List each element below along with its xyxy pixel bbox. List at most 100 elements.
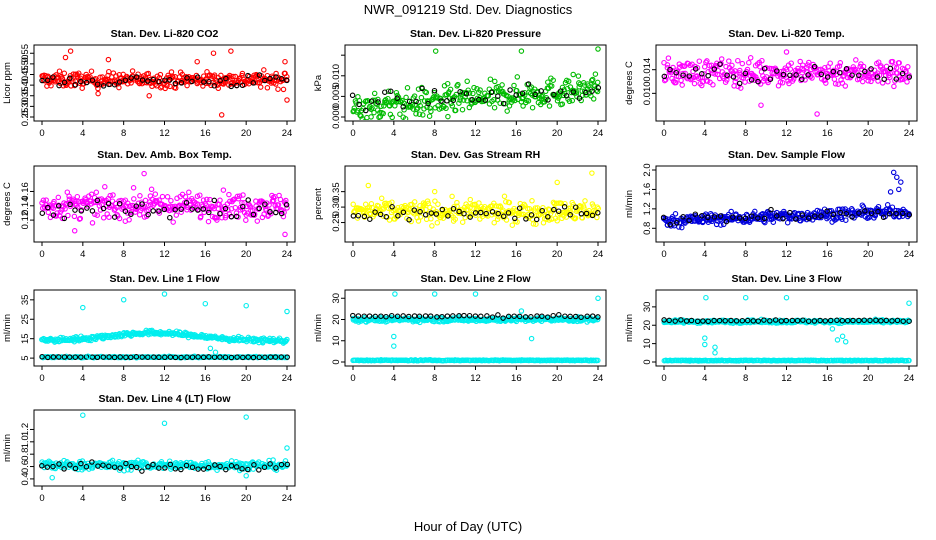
data-point — [761, 215, 768, 222]
data-point — [714, 71, 721, 78]
data-point — [905, 64, 911, 70]
data-point — [843, 217, 849, 223]
data-point — [757, 63, 763, 70]
data-point — [456, 313, 462, 319]
data-point — [89, 459, 95, 465]
data-point — [235, 195, 242, 202]
data-point — [739, 60, 746, 67]
data-point — [884, 202, 891, 208]
data-point — [443, 105, 449, 112]
data-point — [382, 357, 388, 363]
data-point — [755, 318, 762, 324]
data-point — [116, 84, 122, 91]
outlier-point — [141, 170, 147, 177]
data-point — [770, 219, 777, 225]
data-point — [461, 312, 467, 319]
data-point — [107, 192, 113, 199]
data-point — [214, 467, 220, 473]
data-point — [206, 354, 212, 360]
data-point — [464, 78, 470, 85]
data-point — [893, 210, 899, 217]
x-tick-label: 12 — [159, 249, 170, 260]
data-point — [583, 89, 589, 96]
data-point — [79, 85, 85, 91]
data-point — [583, 210, 590, 217]
data-point — [67, 201, 73, 208]
data-point — [412, 102, 418, 108]
panel-title: Stan. Dev. Line 3 Flow — [731, 273, 842, 285]
data-point — [110, 192, 116, 198]
outlier-point — [589, 170, 595, 176]
data-point — [389, 204, 395, 210]
data-point — [581, 205, 587, 211]
data-point — [546, 103, 553, 109]
outlier-point — [554, 179, 560, 186]
data-point — [217, 210, 223, 217]
y-tick-label: 0.6 — [20, 460, 31, 473]
x-tick-label: 0 — [661, 128, 666, 139]
data-point — [747, 357, 753, 364]
data-point — [385, 95, 391, 102]
data-points — [350, 291, 601, 364]
x-tick-label: 12 — [159, 128, 170, 139]
data-point — [256, 205, 262, 212]
data-point — [457, 89, 463, 95]
data-point — [404, 85, 411, 91]
data-point — [56, 68, 63, 74]
data-points — [39, 291, 290, 361]
data-point — [61, 215, 68, 222]
data-point — [660, 214, 667, 221]
data-point — [148, 186, 155, 193]
panel-1: Stan. Dev. Li-820 CO2 0 4 8 12 16 20 24 0.250.30… — [2, 28, 296, 139]
data-point — [256, 72, 263, 78]
data-point — [273, 209, 279, 216]
data-point — [556, 312, 562, 318]
data-point — [772, 317, 779, 323]
outlier-point — [202, 300, 209, 307]
data-point — [255, 206, 262, 212]
data-point — [375, 99, 381, 105]
data-point — [667, 66, 673, 73]
data-point — [204, 196, 210, 203]
y-tick-label: 0.55 — [20, 44, 31, 63]
data-point — [438, 98, 444, 104]
x-tick-label: 0 — [350, 128, 355, 139]
data-point — [190, 204, 197, 211]
data-point — [774, 68, 780, 74]
data-points — [39, 48, 290, 118]
data-point — [723, 218, 730, 225]
data-point — [254, 218, 261, 224]
outlier-point — [243, 414, 249, 420]
data-point — [717, 213, 724, 219]
data-point — [135, 71, 141, 77]
x-tick-label: 12 — [781, 128, 792, 139]
data-point — [43, 197, 49, 203]
data-point — [732, 78, 738, 85]
data-point — [476, 200, 482, 206]
outlier-point — [431, 291, 438, 297]
data-point — [742, 79, 748, 85]
data-point — [594, 316, 601, 323]
data-point — [555, 208, 562, 214]
data-point — [87, 198, 94, 204]
data-point — [100, 205, 107, 212]
data-point — [355, 107, 361, 114]
data-point — [50, 354, 57, 360]
data-point — [450, 97, 457, 104]
data-point — [422, 212, 429, 218]
x-tick-label: 20 — [552, 128, 563, 139]
data-point — [273, 465, 279, 471]
data-point — [595, 357, 601, 364]
data-point — [403, 94, 409, 101]
data-point — [273, 74, 279, 80]
data-point — [836, 206, 843, 212]
data-point — [893, 76, 900, 82]
y-tick-label: 0.8 — [20, 448, 31, 461]
data-point — [867, 317, 873, 324]
data-point — [145, 354, 151, 360]
data-point — [150, 461, 156, 468]
data-point — [664, 62, 671, 68]
x-tick-label: 20 — [241, 373, 252, 384]
series-points — [349, 81, 602, 114]
data-point — [499, 82, 505, 88]
